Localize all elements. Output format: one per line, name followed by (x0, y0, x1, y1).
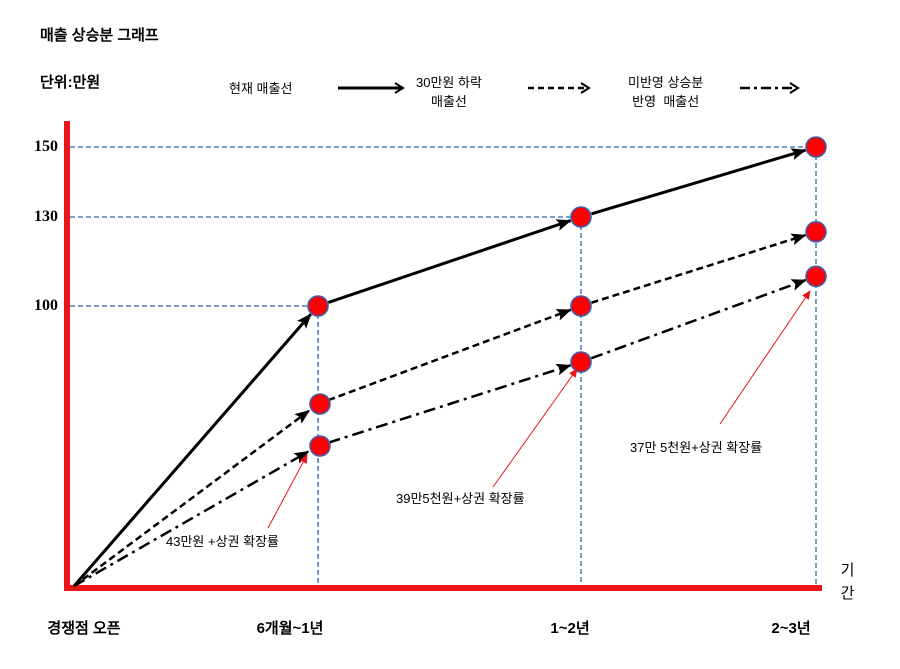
legend-label-unreflected-increase-line: 미반영 상승분 반영 매출선 (628, 75, 704, 109)
data-point (805, 221, 827, 243)
axes (64, 121, 822, 591)
series-line-segment (591, 148, 807, 216)
y-tick-label: 130 (34, 208, 58, 225)
data-point (309, 393, 331, 415)
y-tick-label: 150 (34, 138, 58, 155)
annotation-arrow (719, 290, 811, 425)
y-axis-unit-label: 단위:만원 (40, 74, 101, 91)
annotation-arrow (492, 368, 578, 488)
series-line-segment (327, 219, 572, 304)
data-point (805, 136, 827, 158)
chart-title: 매출 상승분 그래프 (40, 27, 159, 44)
series-line-segment (73, 450, 310, 588)
y-tick-label: 100 (34, 297, 58, 314)
data-point (307, 295, 329, 317)
data-points (307, 136, 827, 457)
data-point (570, 206, 592, 228)
series-line-segment (328, 363, 572, 444)
x-tick-label: 경쟁점 오픈 (47, 620, 121, 637)
legend-label-current-sales-line: 현재 매출선 (229, 81, 293, 96)
x-tick-label: 2~3년 (771, 620, 811, 637)
x-tick-label: 1~2년 (550, 620, 590, 637)
annotation-arrows (267, 290, 811, 529)
series-line-segment (72, 313, 312, 587)
series-line-segment (591, 233, 807, 304)
data-point (309, 435, 331, 457)
guide-lines (70, 146, 817, 586)
series-line-segment (73, 409, 310, 588)
annotation-label: 37만 5천원+상권 확장률 (630, 440, 763, 455)
legend-label-decline-sales-line: 30만원 하락 매출선 (416, 75, 482, 109)
data-point (805, 265, 827, 288)
x-tick-label: 6개월~1년 (256, 620, 324, 637)
annotation-label: 43만원 +상권 확장률 (166, 534, 279, 549)
data-point (570, 351, 592, 373)
series-lines (72, 148, 807, 588)
data-point (570, 295, 592, 317)
x-axis-title: 기간 (838, 562, 855, 608)
series-line-segment (327, 308, 572, 402)
annotation-label: 39만5천원+상권 확장률 (396, 491, 525, 506)
annotation-arrow (267, 454, 308, 529)
